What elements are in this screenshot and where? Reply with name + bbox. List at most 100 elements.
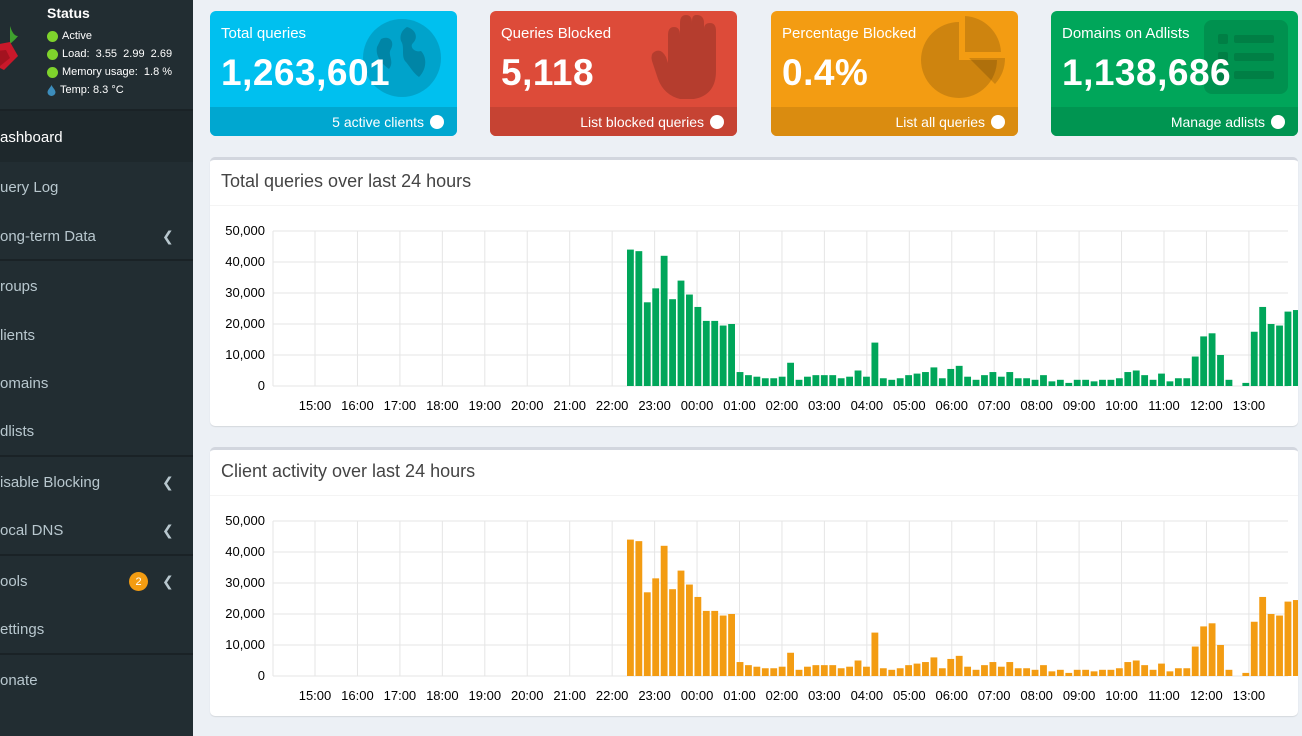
- x-tick-label: 05:00: [893, 688, 926, 703]
- bar: [871, 632, 879, 676]
- x-tick-label: 20:00: [511, 688, 544, 703]
- sidebar: Status Active Load: 3.55 2.99 2.69 Memor…: [0, 0, 193, 736]
- bar: [669, 299, 676, 386]
- bar: [787, 362, 794, 386]
- nav-divider: [0, 653, 193, 655]
- nav-disable-blocking[interactable]: isable Blocking ❮: [0, 457, 193, 506]
- x-tick-label: 06:00: [935, 398, 968, 413]
- nav-settings[interactable]: ettings: [0, 604, 193, 653]
- status-active: Active: [47, 30, 92, 42]
- bar: [804, 666, 811, 676]
- nav-adlists[interactable]: dlists: [0, 406, 193, 455]
- bar: [761, 668, 769, 676]
- bar: [846, 376, 854, 386]
- nav-query-log[interactable]: uery Log: [0, 162, 193, 211]
- bar: [1006, 662, 1014, 676]
- bar: [1132, 660, 1140, 676]
- status-memory-label: Memory usage: 1.8 %: [62, 66, 173, 78]
- y-tick-label: 20,000: [225, 606, 265, 621]
- bar: [643, 592, 651, 676]
- bar: [972, 669, 980, 676]
- nav-local-dns[interactable]: ocal DNS ❮: [0, 505, 193, 554]
- bar: [795, 379, 803, 386]
- x-tick-label: 06:00: [935, 688, 968, 703]
- bar: [660, 255, 668, 386]
- x-tick-label: 04:00: [851, 398, 884, 413]
- total-queries-chart: 50,000 40,000 30,000 20,000 10,000 0 15:00 16:0…: [225, 223, 1298, 413]
- bar: [922, 372, 929, 386]
- nav-groups[interactable]: roups: [0, 261, 193, 310]
- nav-clients[interactable]: lients: [0, 310, 193, 359]
- x-tick-label: 20:00: [511, 398, 544, 413]
- x-tick-label: 08:00: [1020, 398, 1053, 413]
- bar: [888, 669, 896, 676]
- list-all-queries-link[interactable]: List all queries: [771, 107, 1018, 136]
- y-tick-label: 30,000: [225, 285, 265, 300]
- x-tick-label: 23:00: [638, 398, 671, 413]
- bar: [905, 375, 913, 386]
- nav-donate[interactable]: onate: [0, 655, 193, 704]
- domains-on-adlists-box: Domains on Adlists 1,138,686 Manage adli…: [1051, 11, 1298, 136]
- bar: [888, 379, 896, 386]
- load-dot-icon: [47, 48, 58, 60]
- nav-domains-label: omains: [0, 374, 49, 392]
- nav-domains[interactable]: omains: [0, 358, 193, 407]
- bar: [879, 378, 887, 386]
- bar: [728, 614, 735, 676]
- y-tick-label: 0: [258, 378, 265, 393]
- bar: [820, 375, 828, 386]
- total-queries-box: Total queries 1,263,601 5 active clients: [210, 11, 457, 136]
- queries-blocked-value: 5,118: [501, 52, 595, 93]
- list-all-queries-label: List all queries: [895, 113, 986, 130]
- y-tick-label: 40,000: [225, 254, 265, 269]
- bar: [753, 666, 761, 676]
- x-tick-label: 11:00: [1148, 398, 1180, 413]
- bar: [1014, 668, 1022, 676]
- y-tick-label: 10,000: [225, 637, 265, 652]
- nav-long-term-label: ong-term Data: [0, 227, 96, 245]
- bar: [812, 665, 820, 676]
- bar: [989, 372, 997, 386]
- bar: [1031, 669, 1039, 676]
- nav-long-term-data[interactable]: ong-term Data ❮: [0, 211, 193, 260]
- nav-tools[interactable]: ools 2 ❮: [0, 556, 193, 605]
- bar: [1191, 356, 1199, 386]
- manage-adlists-link[interactable]: Manage adlists: [1051, 107, 1298, 136]
- bar: [879, 668, 887, 676]
- bar: [804, 376, 811, 386]
- bar: [905, 665, 913, 676]
- status-temp-label: Temp: 8.3 °C: [60, 84, 124, 96]
- bar: [627, 539, 634, 676]
- bar: [778, 666, 786, 676]
- bar: [1149, 379, 1157, 386]
- bar: [686, 584, 693, 676]
- x-tick-label: 10:00: [1105, 398, 1138, 413]
- nav-groups-label: roups: [0, 277, 38, 295]
- y-tick-label: 50,000: [225, 513, 265, 528]
- bar: [736, 662, 744, 676]
- bar: [719, 615, 727, 676]
- bar: [1014, 378, 1022, 386]
- x-tick-label: 07:00: [978, 688, 1011, 703]
- pihole-logo-icon: [0, 26, 18, 70]
- x-tick-label: 22:00: [596, 688, 629, 703]
- status-temp: Temp: 8.3 °C: [47, 84, 124, 96]
- bar: [829, 375, 837, 386]
- bar: [1174, 668, 1182, 676]
- x-tick-label: 08:00: [1020, 688, 1053, 703]
- panel-divider: [210, 205, 1298, 206]
- bar: [711, 610, 719, 676]
- bar: [863, 666, 870, 676]
- active-clients-link[interactable]: 5 active clients: [210, 107, 457, 136]
- nav-clients-label: lients: [0, 326, 36, 344]
- active-clients-label: 5 active clients: [332, 113, 424, 130]
- list-blocked-queries-link[interactable]: List blocked queries: [490, 107, 737, 136]
- nav-dashboard[interactable]: ashboard: [0, 111, 193, 162]
- nav-adlists-label: dlists: [0, 422, 35, 440]
- bar: [652, 578, 660, 676]
- bar: [1132, 370, 1140, 386]
- bar: [745, 375, 752, 386]
- bar: [795, 669, 803, 676]
- hand-icon: [651, 15, 716, 99]
- x-tick-label: 17:00: [384, 688, 417, 703]
